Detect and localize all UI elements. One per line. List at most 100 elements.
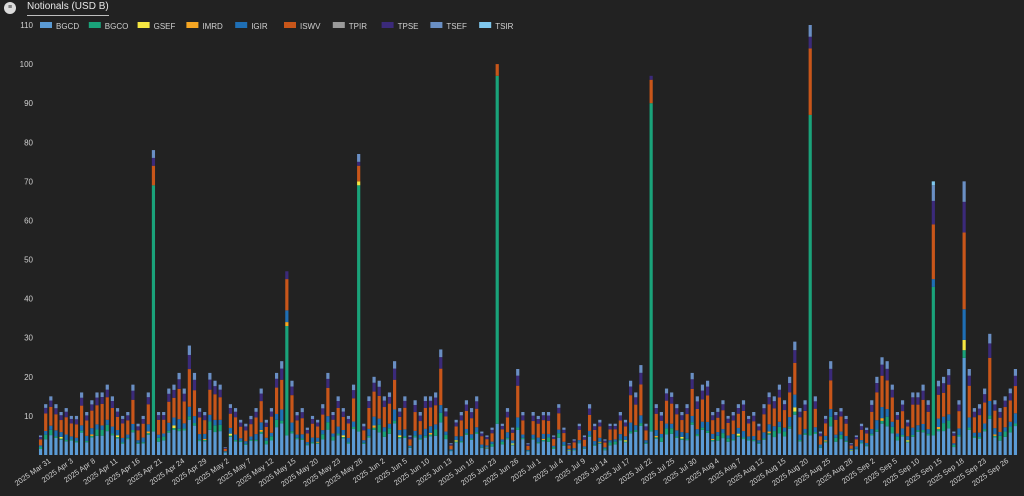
bar-segment-tsef[interactable] (675, 404, 679, 409)
bar-segment-bgco[interactable] (531, 438, 535, 440)
bar-segment-iswv[interactable] (505, 417, 510, 433)
bar-segment-bgco[interactable] (664, 428, 669, 435)
bar-segment-tpse[interactable] (613, 425, 617, 430)
bar-segment-igir[interactable] (639, 415, 643, 424)
bar-stack[interactable] (423, 396, 427, 455)
bar-segment-iswv[interactable] (464, 410, 469, 429)
bar-segment-tpse[interactable] (777, 389, 781, 398)
bar-stack[interactable] (798, 408, 802, 455)
bar-stack[interactable] (69, 415, 73, 455)
bar-segment-bgco[interactable] (736, 435, 740, 437)
bar-segment-iswv[interactable] (536, 423, 540, 438)
bar-segment-bgcd[interactable] (623, 442, 628, 455)
bar-segment-tpse[interactable] (156, 415, 161, 420)
bar-segment-igir[interactable] (351, 421, 356, 427)
bar-segment-bgco[interactable] (280, 420, 284, 424)
bar-segment-iswv[interactable] (988, 357, 992, 401)
bar-stack[interactable] (741, 400, 746, 455)
bar-segment-igir[interactable] (44, 430, 48, 435)
bar-segment-bgcd[interactable] (495, 423, 499, 455)
bar-segment-tsef[interactable] (357, 154, 361, 162)
bar-segment-bgcd[interactable] (1013, 426, 1018, 455)
bar-segment-bgcd[interactable] (300, 439, 304, 455)
bar-segment-tsef[interactable] (623, 419, 628, 423)
bar-segment-bgco[interactable] (988, 415, 992, 420)
bar-segment-iswv[interactable] (295, 420, 299, 435)
bar-segment-bgcd[interactable] (393, 423, 397, 455)
bar-segment-bgcd[interactable] (895, 440, 900, 455)
bar-segment-igir[interactable] (218, 419, 222, 425)
bar-stack[interactable] (434, 392, 438, 455)
bar-segment-iswv[interactable] (110, 407, 114, 427)
bar-segment-iswv[interactable] (931, 224, 935, 280)
bar-segment-bgcd[interactable] (346, 443, 351, 455)
bar-segment-tpse[interactable] (44, 407, 48, 414)
bar-segment-imrd[interactable] (767, 431, 771, 434)
bar-segment-tsef[interactable] (972, 408, 976, 412)
bar-segment-igir[interactable] (316, 437, 320, 442)
bar-segment-igir[interactable] (280, 409, 284, 421)
bar-segment-bgco[interactable] (331, 436, 335, 441)
bar-segment-bgcd[interactable] (90, 437, 94, 455)
bar-segment-tsef[interactable] (546, 412, 551, 416)
bar-segment-tsef[interactable] (172, 384, 176, 390)
bar-segment-igir[interactable] (813, 427, 817, 433)
bar-segment-tpse[interactable] (49, 400, 53, 407)
bar-segment-bgcd[interactable] (593, 445, 597, 455)
bar-stack[interactable] (875, 376, 879, 455)
bar-stack[interactable] (536, 415, 540, 455)
bar-segment-iswv[interactable] (962, 232, 966, 310)
bar-segment-igir[interactable] (398, 430, 402, 436)
bar-segment-tsef[interactable] (341, 408, 345, 412)
bar-segment-tsef[interactable] (952, 431, 956, 434)
bar-segment-iswv[interactable] (854, 439, 858, 447)
bar-segment-iswv[interactable] (803, 410, 807, 429)
bar-segment-tpse[interactable] (711, 415, 715, 421)
bar-segment-tsef[interactable] (741, 400, 746, 405)
bar-segment-iswv[interactable] (716, 417, 720, 433)
bar-segment-bgcd[interactable] (700, 429, 705, 455)
bar-segment-bgco[interactable] (926, 433, 930, 436)
bar-segment-bgcd[interactable] (952, 447, 956, 455)
bar-segment-iswv[interactable] (346, 423, 351, 438)
bar-segment-iswv[interactable] (936, 394, 941, 419)
bar-segment-igir[interactable] (824, 435, 828, 441)
bar-stack[interactable] (531, 412, 535, 455)
bar-segment-igir[interactable] (526, 449, 530, 451)
bar-stack[interactable] (834, 412, 838, 455)
bar-segment-tpse[interactable] (788, 383, 792, 393)
bar-segment-tpse[interactable] (459, 415, 463, 421)
bar-segment-bgcd[interactable] (664, 434, 669, 455)
bar-segment-tpse[interactable] (80, 397, 84, 406)
bar-segment-bgcd[interactable] (223, 452, 227, 455)
bar-segment-tpse[interactable] (700, 390, 705, 400)
bar-segment-tsef[interactable] (398, 408, 402, 412)
bar-segment-iswv[interactable] (531, 421, 535, 435)
bar-segment-bgcd[interactable] (182, 430, 186, 455)
bar-segment-tpse[interactable] (782, 404, 787, 411)
bar-stack[interactable] (829, 361, 833, 455)
bar-segment-iswv[interactable] (557, 413, 561, 430)
bar-segment-tsef[interactable] (942, 376, 946, 384)
bar-segment-tpse[interactable] (577, 426, 581, 430)
bar-segment-tpse[interactable] (131, 390, 135, 400)
bar-segment-tsef[interactable] (562, 427, 566, 430)
bar-stack[interactable] (233, 408, 238, 455)
bar-segment-iswv[interactable] (121, 423, 125, 438)
bar-segment-tpse[interactable] (859, 426, 864, 430)
bar-segment-tsef[interactable] (870, 400, 874, 405)
bar-stack[interactable] (341, 408, 345, 455)
bar-segment-tsef[interactable] (69, 415, 73, 419)
bar-segment-bgco[interactable] (516, 427, 520, 430)
bar-segment-bgco[interactable] (310, 442, 315, 444)
bar-segment-igir[interactable] (244, 441, 248, 444)
bar-segment-tsef[interactable] (449, 443, 453, 445)
bar-segment-igir[interactable] (618, 434, 622, 440)
bar-segment-tpse[interactable] (69, 418, 73, 424)
bar-stack[interactable] (936, 380, 941, 455)
bar-segment-bgco[interactable] (105, 424, 109, 432)
bar-stack[interactable] (777, 384, 781, 455)
bar-segment-bgcd[interactable] (115, 438, 120, 455)
bar-segment-igir[interactable] (305, 442, 309, 445)
bar-segment-tsef[interactable] (854, 435, 858, 437)
